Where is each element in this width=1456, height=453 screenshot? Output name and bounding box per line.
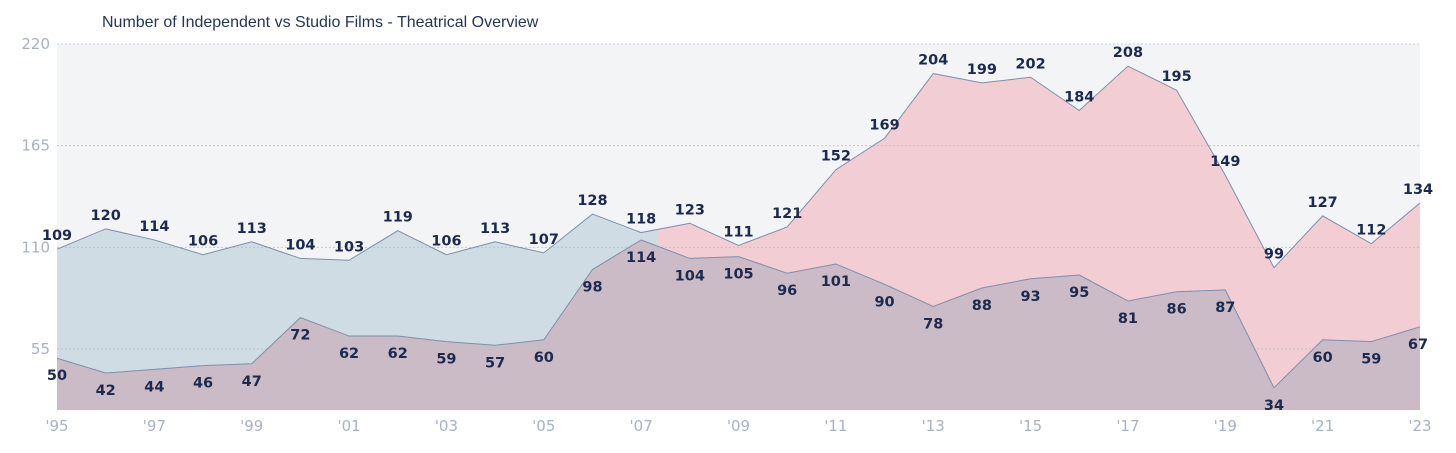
y-tick-label: 110 — [21, 238, 50, 256]
data-label-a: 199 — [967, 62, 997, 78]
x-tick-label: '07 — [630, 417, 653, 435]
data-label-b: 67 — [1408, 337, 1428, 353]
data-label-b: 47 — [242, 374, 262, 390]
data-label-b: 101 — [821, 274, 851, 290]
chart-title: Number of Independent vs Studio Films - … — [102, 14, 539, 31]
data-label-a: 112 — [1356, 223, 1386, 239]
y-tick-label: 165 — [21, 137, 50, 155]
series-b-line — [56, 239, 1421, 389]
x-tick-label: '21 — [1311, 417, 1334, 435]
x-tick-label: '05 — [532, 417, 555, 435]
series-a-line — [56, 65, 1421, 269]
data-label-b: 60 — [1313, 350, 1333, 366]
data-label-b: 98 — [582, 280, 602, 296]
data-label-a: 123 — [675, 202, 705, 218]
data-label-a: 118 — [626, 212, 656, 228]
data-label-a: 109 — [42, 228, 72, 244]
x-tick-label: '13 — [922, 417, 945, 435]
data-label-a: 184 — [1064, 90, 1094, 106]
data-label-a: 204 — [918, 53, 948, 69]
data-label-b: 95 — [1069, 285, 1089, 301]
data-label-a: 152 — [821, 149, 851, 165]
data-label-a: 106 — [431, 234, 461, 250]
x-tick-label: '11 — [824, 417, 847, 435]
data-label-a: 119 — [383, 210, 413, 226]
data-label-b: 81 — [1118, 311, 1138, 327]
data-label-a: 149 — [1210, 154, 1240, 170]
data-label-b: 104 — [675, 268, 705, 284]
x-tick-label: '15 — [1019, 417, 1042, 435]
data-label-b: 87 — [1215, 300, 1235, 316]
data-label-a: 134 — [1403, 182, 1433, 198]
data-label-b: 96 — [777, 283, 797, 299]
data-label-b: 93 — [1020, 289, 1040, 305]
x-tick-label: '97 — [143, 417, 166, 435]
data-label-a: 113 — [237, 221, 267, 237]
data-label-a: 120 — [91, 208, 121, 224]
data-label-b: 59 — [1361, 352, 1381, 368]
data-label-a: 99 — [1264, 247, 1284, 263]
data-label-b: 46 — [193, 376, 213, 392]
data-label-b: 60 — [534, 350, 554, 366]
data-label-b: 105 — [723, 267, 753, 283]
data-label-a: 113 — [480, 221, 510, 237]
data-label-a: 128 — [577, 193, 607, 209]
x-tick-label: '01 — [337, 417, 360, 435]
data-label-a: 202 — [1015, 56, 1045, 72]
data-label-b: 86 — [1167, 302, 1187, 318]
data-label-a: 103 — [334, 239, 364, 255]
data-label-b: 114 — [626, 250, 656, 266]
x-tick-label: '17 — [1116, 417, 1139, 435]
data-label-a: 106 — [188, 234, 218, 250]
data-label-b: 72 — [290, 328, 310, 344]
data-label-b: 90 — [874, 294, 894, 310]
data-label-b: 62 — [339, 346, 359, 362]
data-label-a: 195 — [1161, 69, 1191, 85]
x-tick-label: '19 — [1214, 417, 1237, 435]
x-tick-label: '99 — [240, 417, 263, 435]
data-label-b: 88 — [972, 298, 992, 314]
data-label-b: 62 — [388, 346, 408, 362]
data-label-a: 121 — [772, 206, 802, 222]
x-tick-label: '23 — [1408, 417, 1431, 435]
data-label-a: 127 — [1308, 195, 1338, 211]
data-label-a: 104 — [285, 237, 315, 253]
data-label-b: 50 — [47, 368, 67, 384]
data-label-a: 208 — [1113, 45, 1143, 61]
x-tick-label: '03 — [435, 417, 458, 435]
data-label-b: 78 — [923, 316, 943, 332]
x-tick-label: '95 — [45, 417, 68, 435]
data-label-b: 42 — [96, 383, 116, 399]
series-b-area — [57, 239, 1420, 410]
data-label-a: 111 — [723, 224, 753, 240]
data-label-b: 34 — [1264, 398, 1284, 414]
data-label-b: 59 — [436, 352, 456, 368]
y-tick-label: 220 — [21, 35, 50, 53]
y-tick-label: 55 — [31, 340, 50, 358]
data-label-b: 44 — [144, 379, 164, 395]
data-label-a: 107 — [529, 232, 559, 248]
data-label-b: 57 — [485, 355, 505, 371]
data-label-a: 114 — [139, 219, 169, 235]
x-tick-label: '09 — [727, 417, 750, 435]
data-label-a: 169 — [869, 117, 899, 133]
